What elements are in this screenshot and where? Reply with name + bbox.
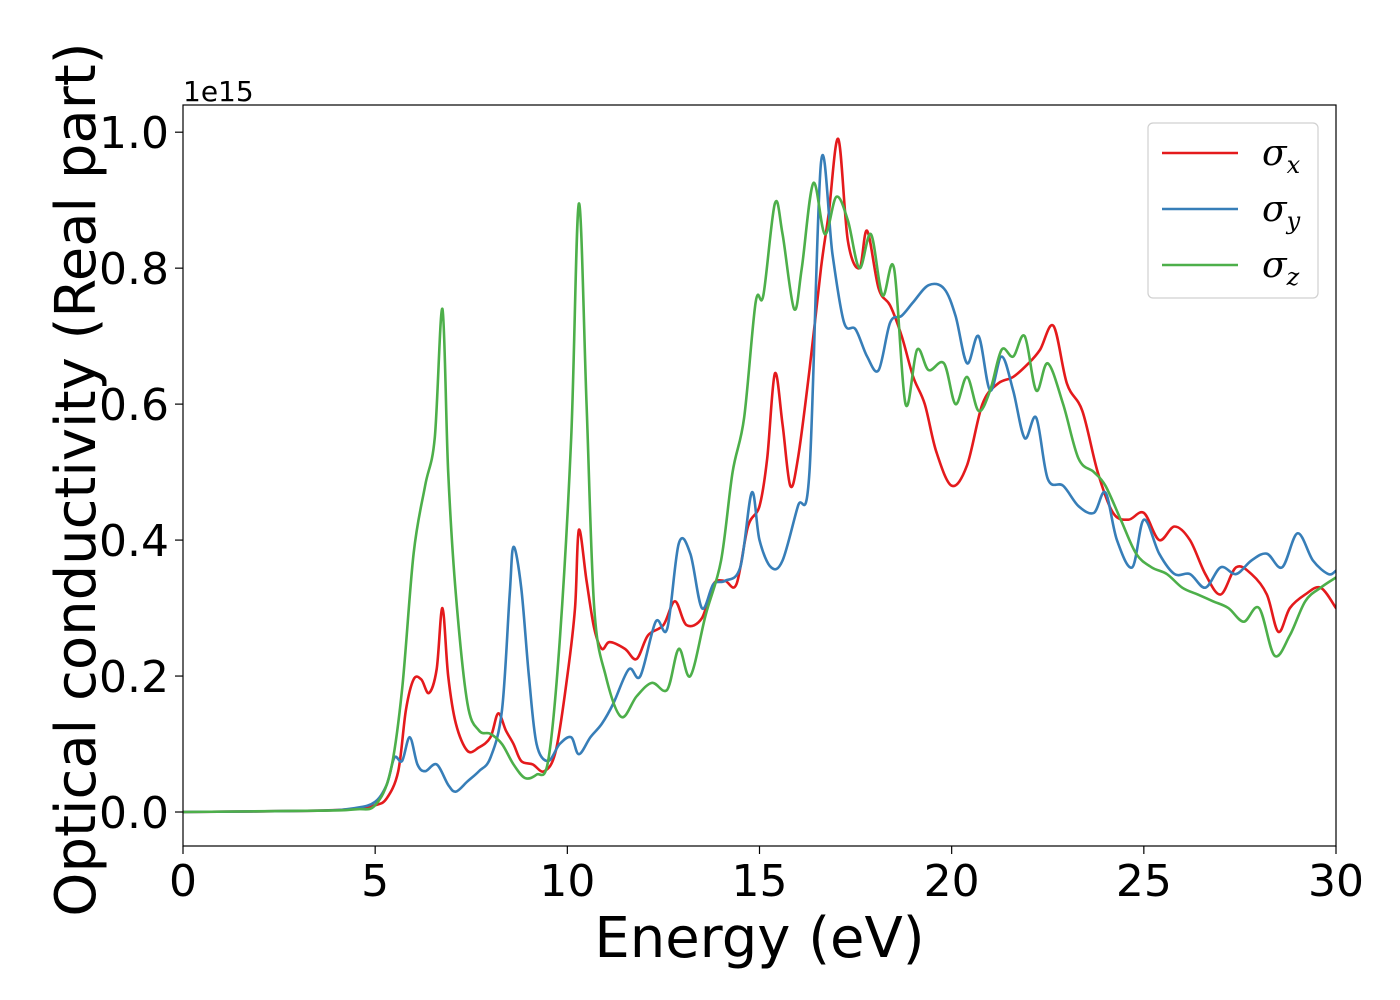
y-tick-label: 0.2	[99, 652, 169, 703]
x-tick-label: 30	[1308, 856, 1364, 907]
series-layer	[183, 137, 1336, 814]
x-tick-label: 20	[924, 856, 980, 907]
legend-label-z: σz	[1262, 245, 1300, 291]
y-axis-offset-label: 1e15	[183, 75, 254, 108]
x-tick-label: 25	[1116, 856, 1172, 907]
y-tick-label: 0.0	[99, 788, 169, 839]
series-line-z	[183, 181, 1336, 814]
series-line-x	[183, 137, 1336, 814]
x-axis-title: Energy (eV)	[594, 906, 924, 971]
legend-frame	[1147, 122, 1319, 299]
x-tick-label: 0	[169, 856, 197, 907]
x-tick-label: 15	[732, 856, 788, 907]
legend-label-x: σx	[1262, 133, 1301, 179]
y-axis-title: Optical conductivity (Real part)	[44, 42, 109, 916]
y-tick-label: 0.4	[99, 516, 169, 567]
legend: σx σy σz	[1147, 122, 1319, 299]
series-line-y	[183, 153, 1336, 814]
legend-label-y: σy	[1262, 189, 1301, 235]
y-tick-label: 0.6	[99, 380, 169, 431]
x-axis-ticks: 0 5 10 15 20 25 30	[169, 846, 1364, 907]
y-tick-label: 1.0	[99, 108, 169, 159]
x-tick-label: 5	[361, 856, 389, 907]
y-axis-ticks: 0.0 0.2 0.4 0.6 0.8 1.0	[99, 108, 183, 839]
y-tick-label: 0.8	[99, 244, 169, 295]
x-tick-label: 10	[539, 856, 595, 907]
